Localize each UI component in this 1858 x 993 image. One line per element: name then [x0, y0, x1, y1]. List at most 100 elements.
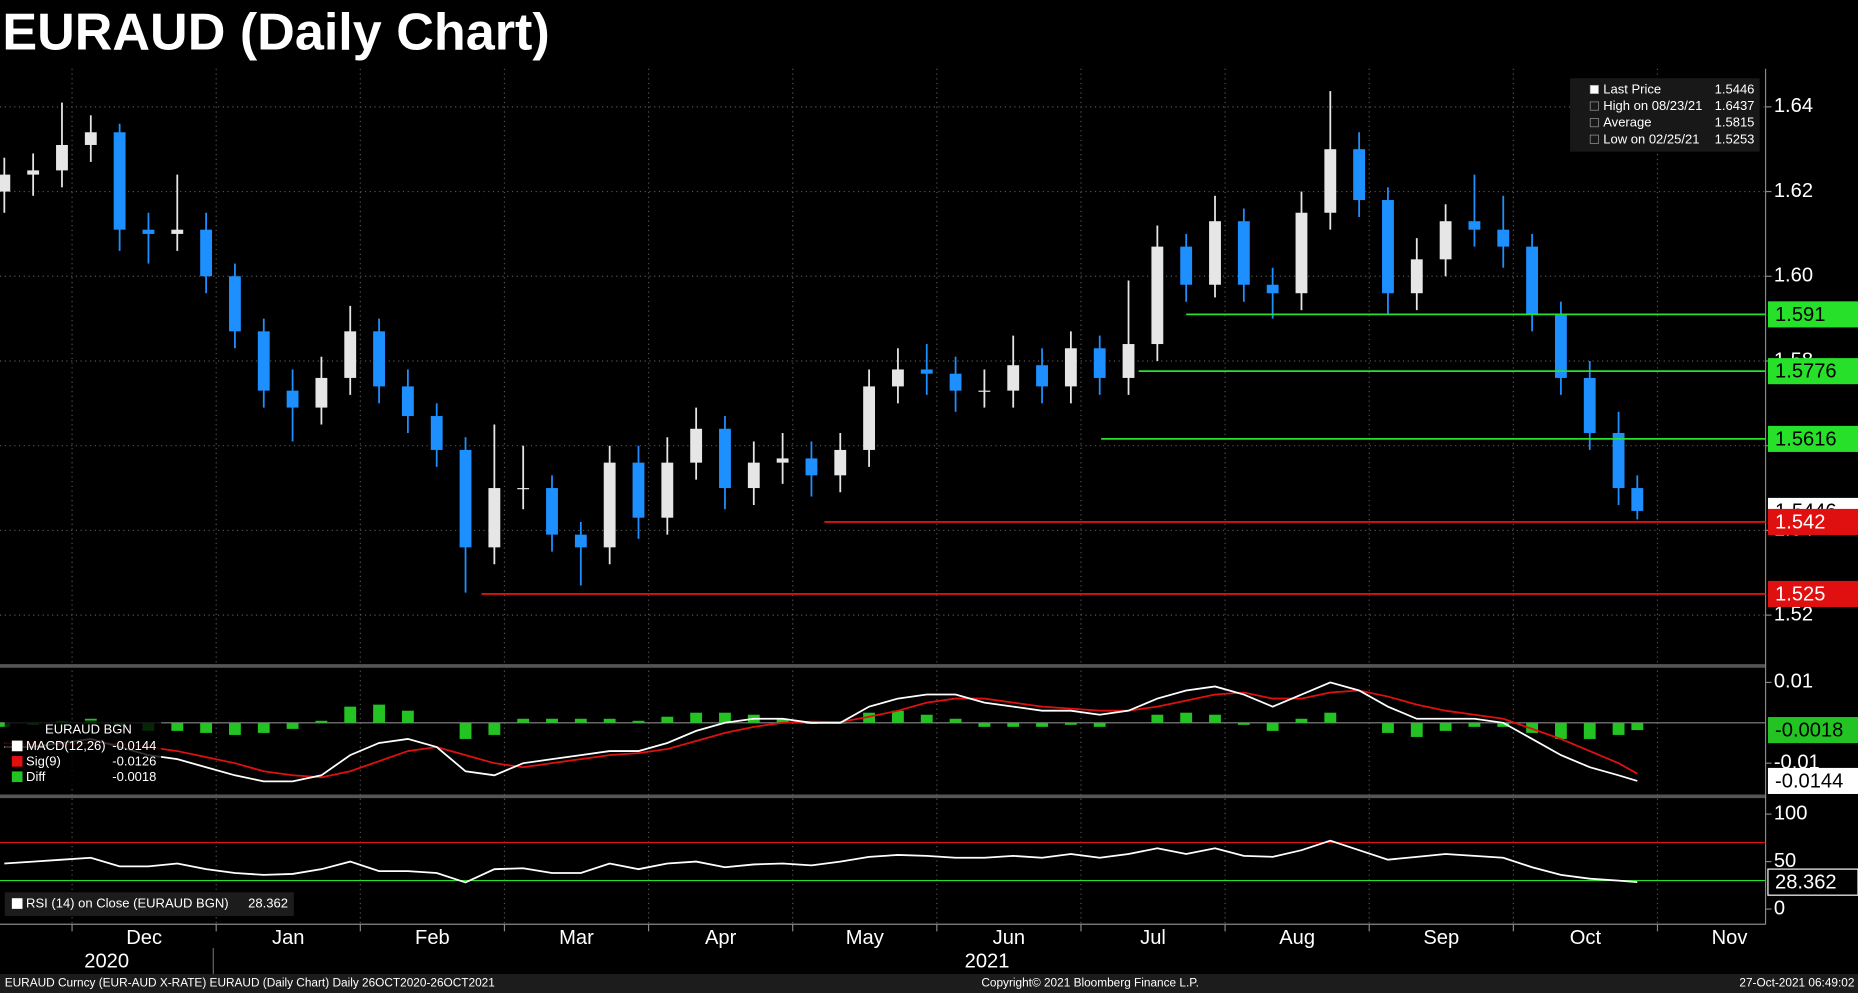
- legend-value: 1.5253: [1715, 131, 1755, 146]
- legend-box: [1570, 78, 1760, 152]
- candle-body: [229, 276, 241, 332]
- value-label-box: [1767, 301, 1858, 328]
- histogram-bar: [632, 720, 645, 723]
- value-label-box: [1767, 358, 1858, 385]
- value-label: 1.542: [1775, 511, 1825, 533]
- histogram-bar: [603, 718, 616, 723]
- histogram-bar: [257, 722, 270, 733]
- value-label: 1.5776: [1775, 361, 1837, 383]
- candle-body: [315, 377, 328, 408]
- candle-body: [920, 369, 933, 374]
- series-line: [4, 839, 1638, 884]
- value-label: 1.5616: [1775, 428, 1837, 450]
- x-tick-label: Oct: [1570, 927, 1602, 949]
- candle-body: [690, 428, 703, 463]
- candle-body: [661, 462, 674, 518]
- legend-label: RSI (14) on Close (EURAUD BGN): [26, 896, 229, 911]
- legend-icon: [1589, 118, 1599, 128]
- histogram-bar: [1151, 714, 1164, 723]
- histogram-bar: [1526, 722, 1539, 733]
- legend-label: Average: [1603, 115, 1651, 130]
- candle-body: [1631, 488, 1644, 511]
- histogram-bar: [1439, 722, 1452, 731]
- x-tick-label: Apr: [705, 927, 737, 949]
- candle-body: [1583, 377, 1596, 433]
- histogram-bar: [1093, 722, 1106, 727]
- x-tick-label: Mar: [559, 927, 594, 949]
- candle-body: [719, 428, 731, 489]
- legend-swatch: [11, 771, 23, 783]
- candle-body: [1497, 229, 1510, 247]
- footer-right: 27-Oct-2021 06:49:02: [1739, 976, 1854, 990]
- legend-label: Low on 02/25/21: [1603, 131, 1699, 146]
- x-tick-label: Jun: [993, 927, 1025, 949]
- legend-label: Diff: [26, 769, 46, 784]
- value-label-box: [1767, 717, 1858, 744]
- series-line: [4, 689, 1638, 779]
- candle-body: [488, 488, 501, 548]
- candle-body: [863, 386, 876, 450]
- candle-body: [1209, 221, 1221, 285]
- x-tick-label: Feb: [415, 927, 450, 949]
- value-label-box: [1767, 425, 1858, 452]
- histogram-bar: [1209, 714, 1221, 723]
- year-label: 2020: [84, 950, 129, 972]
- legend-swatch: [11, 756, 23, 767]
- candle-body: [1122, 344, 1135, 378]
- candle-body: [84, 132, 97, 145]
- candle-body: [56, 144, 68, 171]
- candle-body: [257, 331, 270, 391]
- year-label: 2021: [965, 950, 1010, 972]
- y-tick-label: 1.64: [1774, 95, 1813, 117]
- candle-body: [142, 229, 155, 234]
- candle-body: [113, 132, 126, 230]
- histogram-bar: [488, 722, 501, 735]
- candle-body: [603, 462, 616, 548]
- candle-body: [834, 449, 847, 476]
- legend-icon: [1589, 101, 1599, 111]
- candle-body: [27, 170, 40, 175]
- y-tick-label: 100: [1774, 802, 1808, 824]
- y-tick-label: 50: [1774, 850, 1796, 872]
- value-label-box: [1767, 868, 1858, 896]
- legend-swatch: [11, 898, 23, 909]
- legend-label: MACD(12,26): [26, 738, 106, 753]
- histogram-bar: [1036, 722, 1048, 727]
- legend-value: -0.0126: [112, 753, 156, 768]
- histogram-bar: [949, 718, 962, 723]
- histogram-bar: [1266, 722, 1279, 731]
- candle-body: [517, 488, 530, 490]
- value-label: 1.591: [1775, 304, 1825, 326]
- candle-body: [430, 416, 443, 450]
- y-tick-label: 1.52: [1774, 603, 1813, 625]
- candle-body: [1295, 212, 1308, 294]
- histogram-bar: [920, 714, 933, 723]
- footer-center: Copyright© 2021 Bloomberg Finance L.P.: [981, 976, 1199, 990]
- legend-label: Sig(9): [26, 753, 61, 768]
- candle-body: [344, 331, 357, 378]
- candle-body: [978, 390, 991, 392]
- value-label: 28.362: [1775, 872, 1837, 894]
- x-tick-label: Jul: [1140, 927, 1166, 949]
- value-label: -0.0018: [1775, 720, 1843, 742]
- candle-body: [805, 458, 818, 476]
- histogram-bar: [719, 712, 731, 723]
- histogram-bar: [344, 706, 357, 723]
- candle-body: [1151, 246, 1164, 345]
- histogram-bar: [1631, 722, 1644, 731]
- histogram-bar: [401, 710, 414, 723]
- x-tick-label: Dec: [126, 927, 162, 949]
- candle-body: [1526, 246, 1539, 315]
- legend-box: [4, 720, 162, 787]
- legend-value: -0.0144: [112, 738, 156, 753]
- legend-value: 1.6437: [1715, 98, 1755, 113]
- candle-body: [546, 488, 558, 535]
- x-tick-label: Sep: [1423, 927, 1459, 949]
- chart-title: EURAUD (Daily Chart): [2, 3, 549, 61]
- histogram-bar: [1064, 722, 1077, 725]
- legend-title: EURAUD BGN: [45, 721, 132, 736]
- histogram-bar: [1468, 722, 1481, 727]
- histogram-bar: [574, 718, 587, 723]
- candle-body: [1093, 348, 1106, 378]
